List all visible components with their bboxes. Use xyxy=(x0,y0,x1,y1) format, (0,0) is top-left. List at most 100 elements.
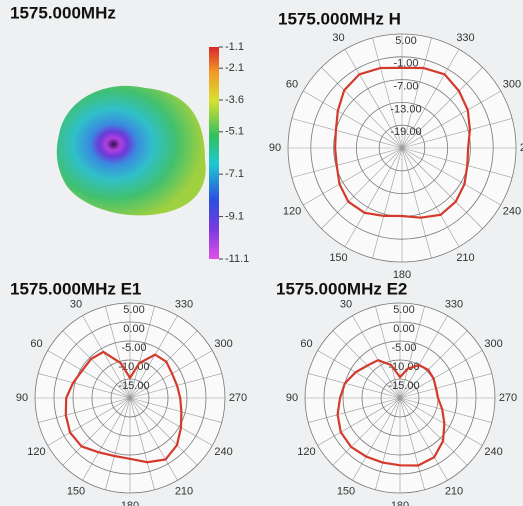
spoke xyxy=(47,397,131,446)
spoke xyxy=(401,147,483,229)
pattern-trace xyxy=(333,66,472,219)
r-tick-label: 5.00 xyxy=(393,304,414,316)
angle-label: 210 xyxy=(175,485,193,497)
spoke xyxy=(401,90,501,149)
spoke xyxy=(47,350,131,399)
colorbar-tick-label: -11.1 xyxy=(225,253,249,265)
spoke xyxy=(303,147,403,206)
angle-label: 150 xyxy=(329,252,347,264)
angle-label: 90 xyxy=(286,392,298,404)
spoke xyxy=(105,306,131,399)
angle-label: 150 xyxy=(67,485,85,497)
spoke xyxy=(317,397,401,446)
spoke xyxy=(129,373,222,399)
spoke xyxy=(399,373,492,399)
spoke xyxy=(401,37,432,149)
r-tick-label: -1.00 xyxy=(393,58,418,70)
spoke xyxy=(399,397,425,490)
r-tick-label: 0.00 xyxy=(123,323,144,335)
angle-label: 90 xyxy=(269,142,281,154)
angle-label: 240 xyxy=(484,446,502,458)
spoke xyxy=(308,373,401,399)
spoke xyxy=(401,147,432,259)
r-tick-label: -15.00 xyxy=(118,380,149,392)
angle-label: 330 xyxy=(456,32,474,44)
chart-title: 1575.000MHz H xyxy=(278,9,401,28)
angle-label: 210 xyxy=(456,252,474,264)
spoke xyxy=(401,147,501,206)
r-tick-label: -5.00 xyxy=(121,342,146,354)
angle-label: 60 xyxy=(30,338,42,350)
spoke xyxy=(401,118,513,149)
r-tick-label: -13.00 xyxy=(390,103,421,115)
angle-label: 120 xyxy=(297,446,315,458)
chart-title: 1575.000MHz E1 xyxy=(10,279,141,298)
spoke xyxy=(399,330,468,399)
angle-label: 60 xyxy=(300,338,312,350)
angle-label: 180 xyxy=(121,500,139,506)
angle-label: 30 xyxy=(340,298,352,310)
angle-label: 120 xyxy=(283,205,301,217)
spoke xyxy=(38,373,131,399)
pattern-3d xyxy=(56,85,206,216)
spoke xyxy=(399,397,448,481)
spoke xyxy=(375,306,401,399)
spoke xyxy=(401,147,460,247)
grid-ring xyxy=(53,321,207,475)
r-tick-label: -7.00 xyxy=(393,81,418,93)
angle-label: 300 xyxy=(484,338,502,350)
angle-label: 240 xyxy=(503,205,521,217)
r-tick-label: -15.00 xyxy=(388,380,419,392)
spoke xyxy=(129,315,178,399)
grid-ring xyxy=(380,378,420,418)
angle-label: 210 xyxy=(445,485,463,497)
r-tick-label: 5.00 xyxy=(123,304,144,316)
grid-ring xyxy=(323,321,477,475)
angle-label: 120 xyxy=(27,446,45,458)
r-tick-label: -10.00 xyxy=(388,361,419,373)
spoke xyxy=(401,67,483,149)
angle-label: 30 xyxy=(70,298,82,310)
spoke xyxy=(129,306,155,399)
angle-label: 300 xyxy=(214,338,232,350)
spoke xyxy=(372,37,403,149)
grid-ring xyxy=(355,102,448,194)
spoke xyxy=(129,397,222,423)
spoke xyxy=(399,306,425,399)
grid-ring xyxy=(34,302,226,494)
angle-label: 330 xyxy=(445,298,463,310)
angle-label: 60 xyxy=(286,78,298,90)
spoke xyxy=(375,397,401,490)
spoke xyxy=(352,315,401,399)
colorbar-tick-label: -7.1 xyxy=(225,168,244,180)
spoke xyxy=(38,397,131,423)
angle-label: 240 xyxy=(214,446,232,458)
angle-label: 90 xyxy=(16,392,28,404)
spoke xyxy=(332,330,401,399)
angle-label: 150 xyxy=(337,485,355,497)
pattern-trace xyxy=(64,350,183,464)
spoke xyxy=(332,397,401,466)
spoke xyxy=(129,330,198,399)
spoke xyxy=(344,49,403,149)
r-tick-label: 0.00 xyxy=(393,323,414,335)
grid-ring xyxy=(342,340,458,456)
spoke xyxy=(308,397,401,423)
colorbar-tick-label: -2.1 xyxy=(225,62,244,74)
angle-label: 330 xyxy=(175,298,193,310)
angle-label: 30 xyxy=(332,32,344,44)
spoke xyxy=(399,397,483,446)
angle-label: 180 xyxy=(393,269,411,281)
spoke xyxy=(401,49,460,149)
grid-ring xyxy=(91,359,169,437)
spoke xyxy=(344,147,403,247)
colorbar-tick-label: -5.1 xyxy=(225,126,244,138)
spoke xyxy=(321,67,403,149)
spoke xyxy=(82,397,131,481)
spoke xyxy=(62,330,131,399)
pattern-trace xyxy=(336,359,446,467)
spoke xyxy=(291,147,403,178)
spoke xyxy=(317,350,401,399)
spoke xyxy=(129,397,155,490)
r-tick-label: -5.00 xyxy=(391,342,416,354)
